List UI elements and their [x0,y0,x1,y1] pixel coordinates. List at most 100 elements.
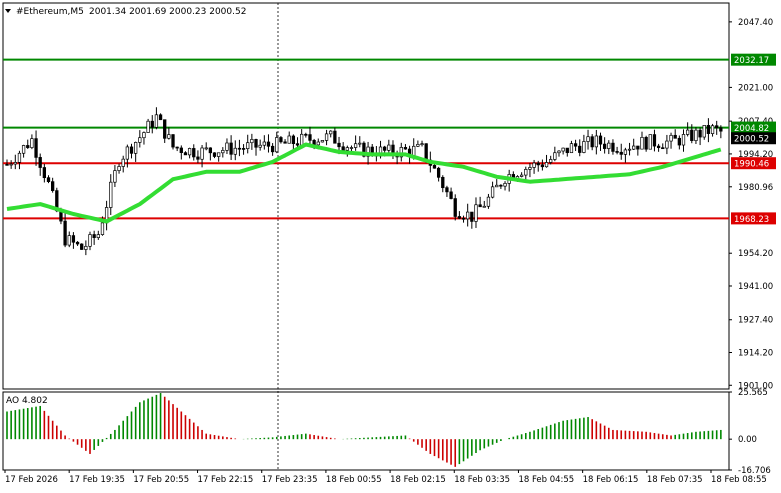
candle-bear [615,151,619,153]
time-tick-label: 18 Feb 07:35 [647,475,703,485]
support-level-tag [731,157,776,170]
candle-bull [557,150,561,154]
candle-bear [75,241,80,245]
candle-bear [158,114,163,121]
candle-bull [544,162,549,168]
time-tick-label: 18 Feb 02:15 [390,475,446,485]
candle-bear [63,220,67,246]
price-tick-label: 1901.00 [738,381,773,391]
candle-bull [561,147,565,152]
candle-bull [353,143,358,148]
candle-bull [113,170,117,183]
candle-bull [594,135,598,148]
candle-bear [51,181,55,191]
candle-bear [5,164,9,166]
candle-bull [685,129,690,135]
time-tick-label: 18 Feb 04:55 [518,475,574,485]
support-level-label: 1990.46 [734,160,769,170]
candle-bull [710,125,715,134]
candle-bull [88,234,92,247]
candle-bear [42,167,47,179]
price-pane[interactable]: 2047.402021.002007.401994.201980.961954.… [2,2,776,470]
candle-bear [690,129,694,141]
candle-bear [470,211,474,222]
candle-bear [337,142,341,148]
candle-bear [478,204,482,208]
ao-tick-label: 0.00 [738,435,757,445]
candle-bear [652,134,657,147]
current-price-label: 2000.52 [734,135,769,145]
time-axis: 17 Feb 2026 17 Feb 19:35 17 Feb 20:55 17 Fe… [4,470,767,485]
candle-bear [241,148,246,150]
candle-bear [283,141,287,144]
candle-bear [175,146,179,149]
candle-bull [490,186,495,198]
candle-bull [387,144,391,151]
candle-bull [287,135,291,144]
candle-bull [200,147,204,160]
candle-bear [183,152,188,156]
candle-bull [258,144,262,148]
candle-bull [495,184,499,188]
candle-bear [254,139,258,148]
candle-bull [250,139,254,144]
candle-bull [121,158,125,167]
candle-bear [163,119,167,139]
candle-bear [698,129,702,138]
candle-bull [233,147,237,155]
candle-bull [67,235,71,246]
support-level-tag [731,212,776,225]
candle-bear [445,187,449,193]
candle-bull [345,147,349,151]
candle-bear [578,145,582,153]
candle-bull [84,245,88,250]
time-tick-label: 17 Feb 23:35 [262,475,318,485]
candle-bear [715,125,719,129]
candle-bull [349,147,354,149]
time-tick-label: 17 Feb 20:55 [133,475,189,485]
candle-bull [204,147,208,150]
candle-bear [424,143,428,161]
candle-bear [333,130,337,144]
candle-bull [320,140,325,143]
candle-bear [540,164,545,168]
candle-bear [656,145,661,149]
candle-bull [225,142,229,151]
candle-bear [461,217,466,220]
candle-bear [499,184,503,187]
candle-bull [694,129,698,141]
candle-bull [528,167,532,170]
candle-bull [167,134,171,139]
ao-tick-label: -16.706 [738,466,771,476]
candle-bear [453,198,457,217]
candle-bull [665,140,669,149]
dropdown-arrow-icon[interactable] [5,9,11,13]
candle-bull [420,143,424,146]
symbol-timeframe: #Ethereum,M5 [16,7,84,17]
candle-bear [71,235,76,243]
candle-bull [358,142,362,145]
candle-bear [619,151,623,155]
candle-bear [636,145,640,150]
time-tick-label: 18 Feb 08:55 [711,475,767,485]
time-tick-label: 17 Feb 22:15 [198,475,254,485]
candle-bull [316,141,320,146]
price-tick-label: 2047.40 [738,18,773,28]
candle-bull [329,130,333,135]
price-tick-label: 1954.20 [738,249,773,259]
ao-pane[interactable]: AO 4.802 25.565 0.00 -16.706 [2,388,771,476]
candle-bull [100,222,105,235]
candle-bull [503,183,507,187]
candle-bull [21,145,26,154]
candle-bull [623,149,628,155]
moving-average-line [6,142,722,224]
candle-bull [217,152,221,157]
time-tick-label: 18 Feb 03:35 [454,475,510,485]
candle-bear [34,138,38,158]
candle-bear [38,157,42,168]
candle-bull [221,150,225,154]
candle-bear [229,142,233,155]
candle-bear [383,146,387,151]
